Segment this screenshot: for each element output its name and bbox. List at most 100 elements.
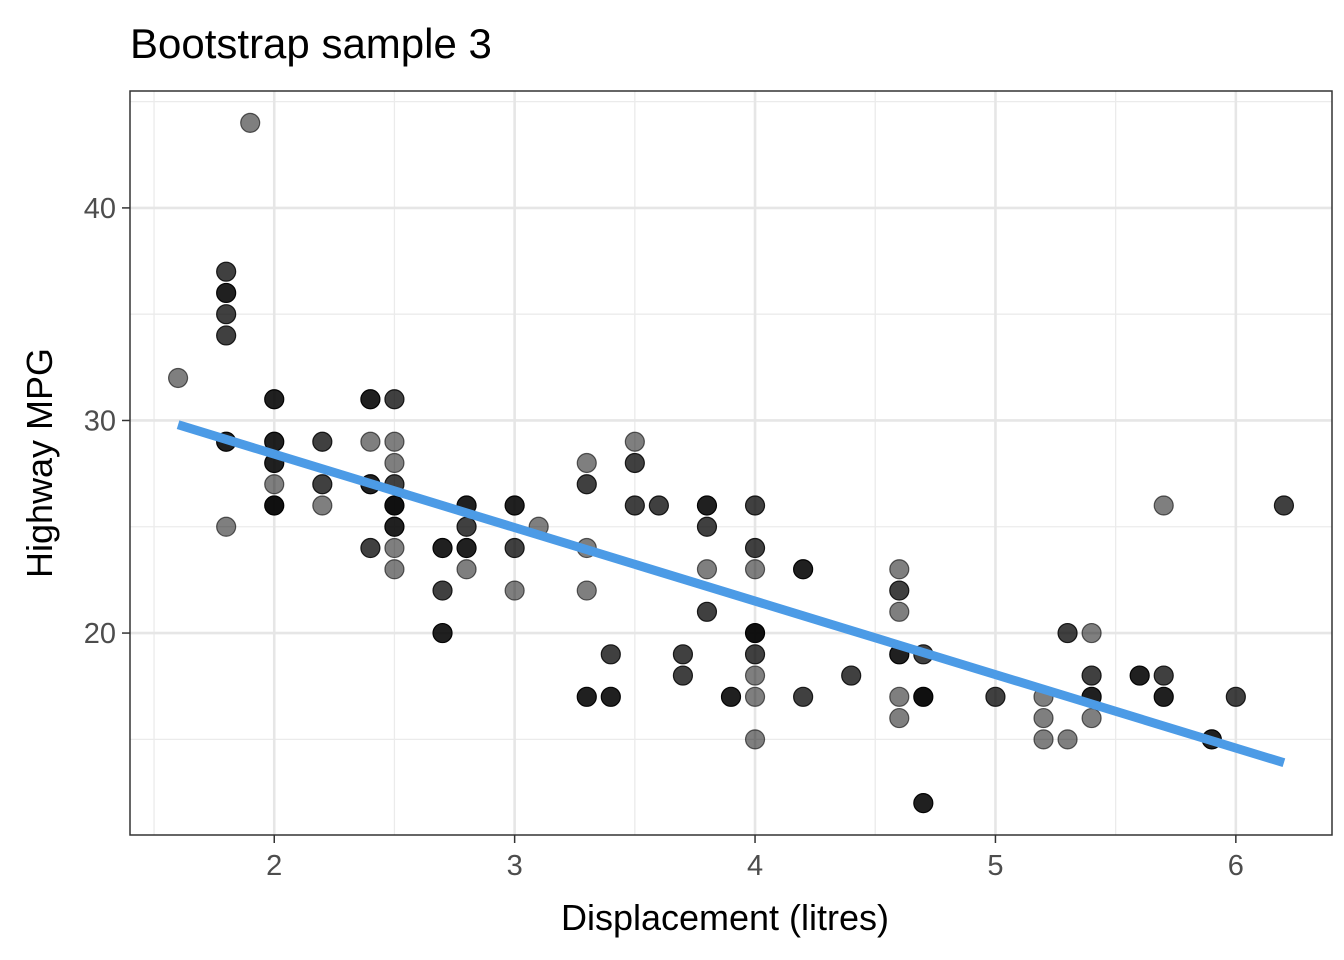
data-point (1273, 495, 1295, 516)
data-point (1057, 729, 1078, 750)
y-tick-label: 20 (84, 618, 116, 650)
data-point (360, 431, 381, 452)
y-tick-label: 40 (84, 193, 116, 225)
data-point (384, 559, 405, 580)
x-tick-label: 2 (266, 850, 282, 882)
data-point (720, 686, 742, 707)
panel-background (130, 91, 1332, 835)
data-point (504, 495, 525, 516)
data-point (504, 537, 525, 559)
data-point (744, 559, 766, 580)
data-point (1153, 495, 1174, 516)
data-point (1081, 622, 1102, 644)
y-axis: 20 30 40 (84, 193, 130, 650)
data-point (384, 495, 405, 516)
data-point (744, 644, 766, 665)
data-point (696, 516, 718, 537)
y-axis-title: Highway MPG (19, 348, 60, 578)
data-point (384, 516, 405, 537)
data-point (672, 644, 694, 665)
data-point (889, 707, 910, 729)
data-point (624, 431, 645, 452)
data-point (1081, 665, 1102, 686)
data-point (889, 580, 910, 601)
x-tick-label: 6 (1228, 850, 1244, 882)
data-point (384, 431, 405, 452)
plot-area (129, 90, 1333, 836)
data-point (600, 644, 621, 665)
x-tick-label: 5 (987, 850, 1003, 882)
data-point (312, 474, 333, 495)
data-point (456, 559, 477, 580)
data-point (1153, 665, 1174, 686)
data-point (744, 729, 766, 750)
data-point (264, 495, 285, 516)
x-axis: 2 3 4 5 6 (266, 835, 1244, 882)
data-point (793, 559, 814, 580)
data-point (1225, 686, 1246, 707)
trend-line (176, 420, 1286, 768)
data-point (1033, 729, 1054, 750)
panel-border (129, 90, 1333, 836)
data-point (360, 389, 381, 410)
data-point (504, 580, 525, 601)
data-point (744, 495, 766, 516)
data-point (696, 559, 718, 580)
chart-title: Bootstrap sample 3 (130, 20, 492, 67)
data-point (264, 474, 285, 495)
data-point (841, 665, 862, 686)
data-point (793, 686, 814, 707)
data-point (384, 389, 405, 410)
data-point (985, 686, 1006, 707)
data-point (576, 686, 597, 707)
data-point (432, 580, 453, 601)
data-point (648, 495, 669, 516)
data-point (1153, 686, 1174, 707)
data-point (264, 389, 285, 410)
data-point (889, 601, 910, 622)
data-point (360, 537, 381, 559)
data-point (744, 622, 766, 644)
data-point (672, 665, 694, 686)
trend-line-group (176, 420, 1286, 768)
data-point (216, 304, 237, 325)
data-point (696, 601, 718, 622)
data-point (913, 793, 934, 814)
data-point (889, 686, 910, 707)
x-tick-label: 4 (747, 850, 763, 882)
y-tick-label: 30 (84, 405, 116, 437)
data-point (432, 622, 453, 644)
data-point (1033, 707, 1054, 729)
data-point (384, 537, 405, 559)
data-point (456, 516, 477, 537)
data-point (216, 282, 237, 304)
data-point (913, 686, 934, 707)
data-point (1057, 622, 1078, 644)
data-point (384, 452, 405, 474)
data-point (1129, 665, 1150, 686)
data-point (456, 537, 477, 559)
x-axis-title: Displacement (litres) (561, 897, 889, 938)
data-point (167, 367, 189, 389)
data-point (576, 580, 597, 601)
data-point (744, 665, 766, 686)
data-point (1081, 707, 1102, 729)
data-point (576, 474, 597, 495)
data-point (216, 516, 237, 537)
x-tick-label: 3 (507, 850, 523, 882)
data-point (744, 537, 766, 559)
data-point (600, 686, 621, 707)
data-point (624, 452, 645, 474)
data-point (696, 495, 718, 516)
data-point (240, 112, 261, 133)
data-point (744, 686, 766, 707)
data-point (889, 559, 910, 580)
data-point (576, 452, 597, 474)
data-point (216, 325, 237, 346)
data-point (624, 495, 645, 516)
data-point (312, 431, 333, 452)
data-point (432, 537, 453, 559)
data-point (216, 261, 237, 282)
data-point (312, 495, 333, 516)
